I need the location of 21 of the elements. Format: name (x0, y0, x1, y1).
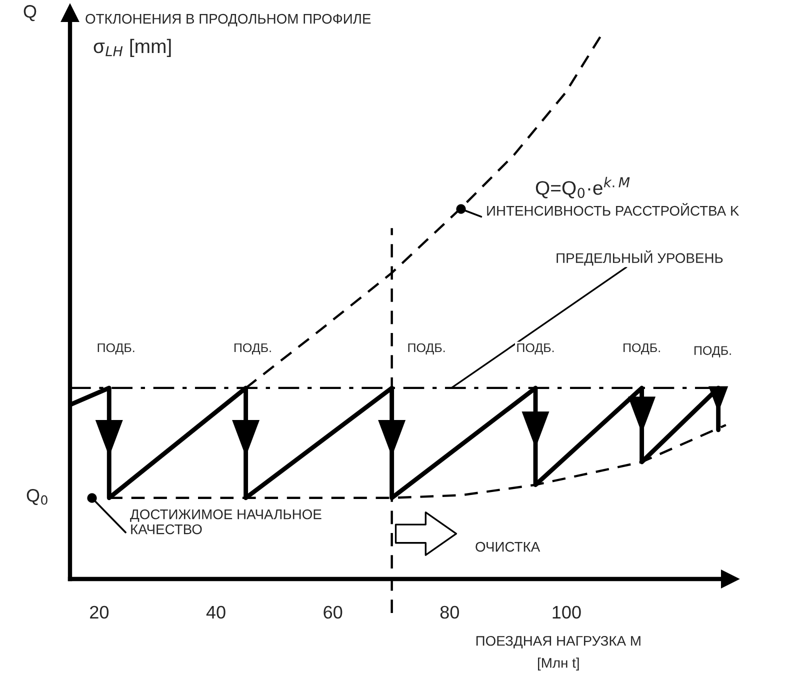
annotation: ИНТЕНСИВНОСТЬ РАССТРОЙСТВА K (487, 203, 740, 216)
annotation: ПОДБ. (694, 346, 731, 358)
x-tick-label: 100 (552, 606, 581, 619)
annotation: ПОДБ. (234, 343, 271, 355)
text: ОТКЛОНЕНИЯ В ПРОДОЛЬНОМ ПРОФИЛЕ (86, 14, 371, 26)
annotation: σ$_{LH}$ [mm] (94, 38, 171, 57)
annotation: ДОСТИЖИМОЕ НАЧАЛЬНОЕ КАЧЕСТВО (130, 509, 322, 534)
annotation: ПОДБ. (517, 343, 554, 355)
annotation: ОЧИСТКА (476, 542, 540, 552)
annotation: ПОДБ. (408, 343, 445, 355)
annotation: ПРЕДЕЛЬНЫЙ УРОВЕНЬ (556, 250, 723, 266)
y-axis-title: Q (24, 5, 36, 22)
annotation: ПОДБ. (98, 343, 134, 355)
x-tick-label: 60 (324, 606, 342, 619)
annotation: Q=Q$_{0}$·e$^{k.M}$ (536, 176, 630, 198)
x-tick-label: 20 (90, 606, 109, 619)
x-axis-title: ПОЕЗДНАЯ НАГРУЗКА M [Млн t] (476, 636, 640, 671)
x-tick-label: 40 (206, 606, 226, 619)
x-tick-label: 80 (440, 606, 459, 619)
text: Q$_{0}$ (26, 489, 48, 506)
annotation: ПОДБ. (624, 343, 660, 355)
